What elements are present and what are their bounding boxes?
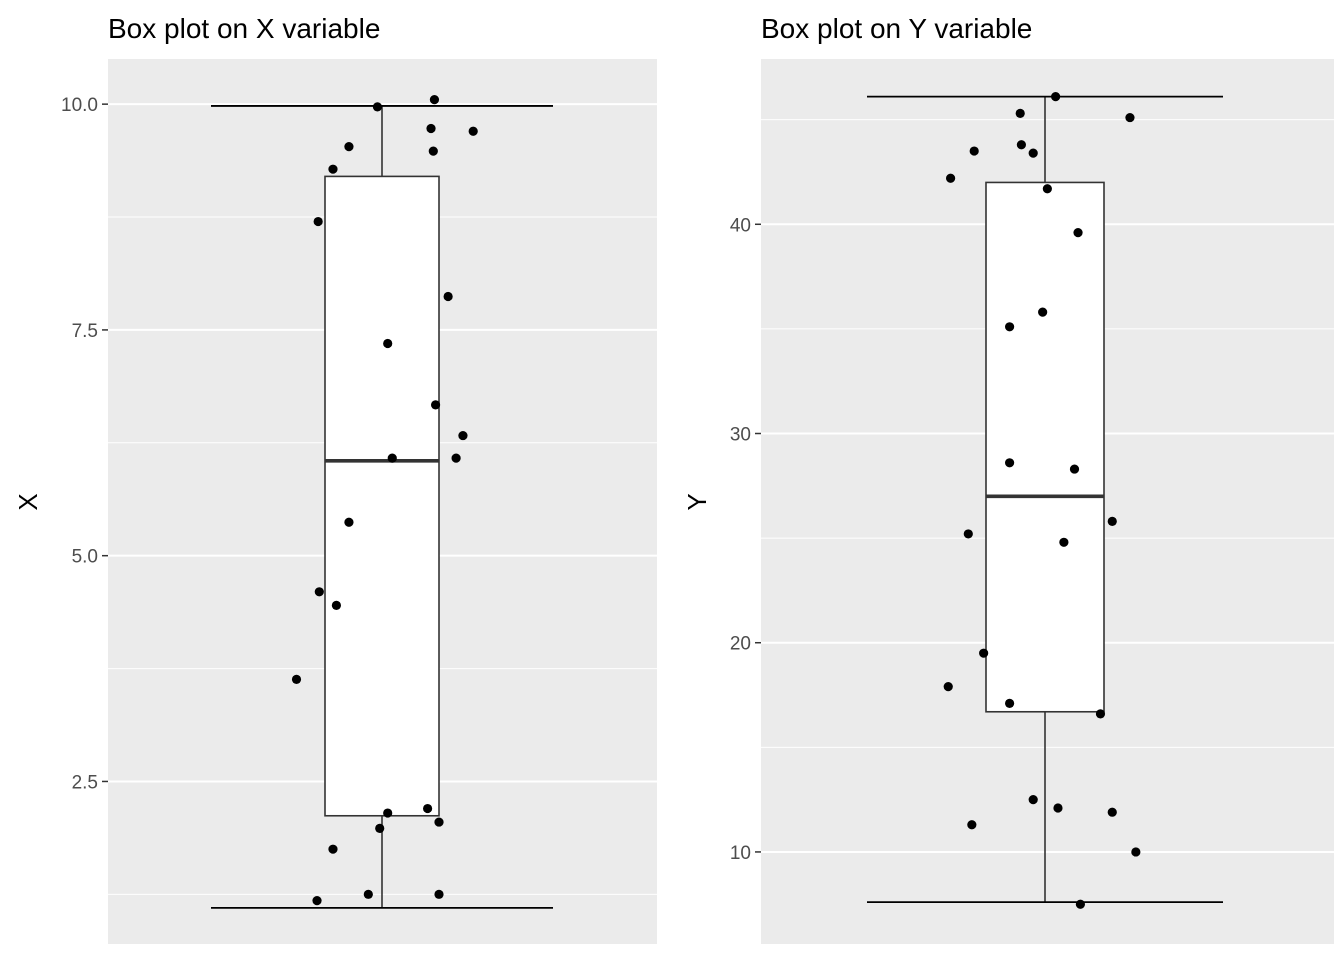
- data-point: [328, 844, 338, 854]
- y-tick-label: 2.5: [72, 772, 98, 793]
- y-tick-label: 5.0: [72, 547, 98, 568]
- chart-title: Box plot on X variable: [108, 13, 380, 44]
- data-point: [1075, 899, 1085, 909]
- jitter-points: [291, 95, 478, 906]
- data-point: [363, 889, 373, 899]
- data-point: [429, 95, 440, 105]
- data-point: [963, 529, 973, 539]
- data-point: [979, 648, 989, 658]
- data-point: [387, 453, 397, 463]
- y-tick-label: 20: [730, 634, 751, 655]
- data-point: [434, 889, 444, 899]
- data-point: [1073, 228, 1083, 238]
- jitter-points: [943, 92, 1141, 909]
- y-tick-label: 10: [730, 843, 751, 864]
- data-point: [1107, 807, 1117, 817]
- y-axis-label: X: [13, 493, 43, 510]
- data-point: [344, 517, 354, 527]
- data-point: [426, 123, 436, 134]
- data-point: [946, 173, 956, 183]
- data-point: [1095, 709, 1106, 719]
- y-axis-ticks: 2.5 5.0 7.5 10.0: [61, 95, 108, 793]
- data-point: [943, 682, 953, 692]
- chart-title: Box plot on Y variable: [761, 13, 1032, 44]
- data-point: [1053, 803, 1063, 813]
- data-point: [375, 823, 385, 834]
- data-point: [1069, 464, 1080, 474]
- data-point: [468, 126, 478, 136]
- chart-panel-y: Box plot on Y variable Y 10 20 30 40: [682, 13, 1334, 944]
- box-iqr: [324, 175, 440, 817]
- data-point: [372, 102, 383, 112]
- data-point: [1005, 698, 1015, 708]
- data-point: [1125, 112, 1135, 123]
- y-tick-label: 7.5: [72, 321, 98, 342]
- data-point: [1028, 148, 1038, 158]
- y-axis-label: Y: [682, 493, 712, 510]
- data-point: [314, 587, 324, 597]
- data-point: [423, 803, 433, 814]
- box-iqr: [985, 181, 1105, 713]
- boxplot: [211, 105, 553, 909]
- data-point: [1015, 108, 1025, 118]
- data-point: [1107, 516, 1117, 526]
- data-point: [291, 674, 302, 685]
- data-point: [434, 817, 444, 827]
- y-axis-ticks: 10 20 30 40: [730, 215, 761, 864]
- data-point: [458, 430, 468, 441]
- data-point: [1131, 847, 1141, 857]
- data-point: [967, 820, 977, 830]
- data-point: [443, 291, 453, 302]
- data-point: [383, 338, 393, 349]
- data-point: [1005, 322, 1015, 332]
- data-point: [1005, 458, 1015, 468]
- data-point: [1038, 307, 1048, 317]
- data-point: [313, 216, 323, 227]
- data-point: [969, 146, 979, 156]
- data-point: [383, 808, 393, 818]
- data-point: [428, 146, 438, 156]
- y-tick-label: 10.0: [61, 95, 98, 116]
- data-point: [331, 600, 341, 610]
- chart-panel-x: Box plot on X variable X 2.5 5.0 7.5 10.0: [13, 13, 657, 944]
- data-point: [1051, 92, 1061, 102]
- data-point: [1042, 184, 1052, 194]
- y-tick-label: 30: [730, 425, 751, 446]
- data-point: [312, 896, 322, 906]
- data-point: [1028, 795, 1038, 805]
- data-point: [328, 164, 338, 174]
- boxplot: [867, 95, 1223, 904]
- data-point: [430, 400, 441, 410]
- data-point: [451, 453, 461, 463]
- data-point: [1059, 537, 1069, 547]
- data-point: [344, 141, 354, 152]
- y-tick-label: 40: [730, 215, 751, 236]
- data-point: [1016, 140, 1026, 150]
